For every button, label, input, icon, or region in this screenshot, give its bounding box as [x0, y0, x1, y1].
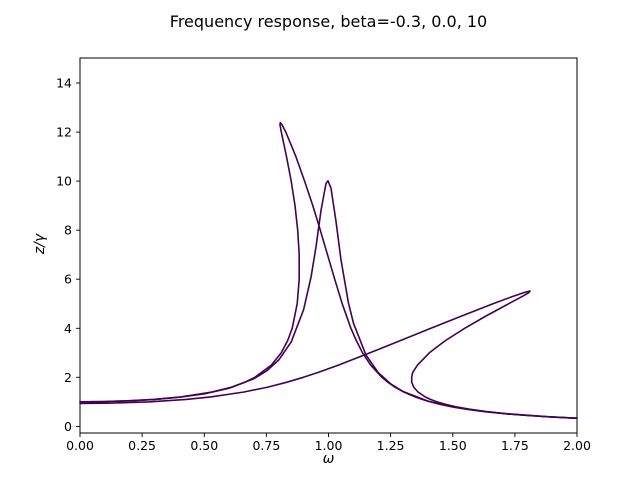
- y-tick-label: 4: [64, 321, 72, 336]
- y-tick-label: 0: [64, 419, 72, 434]
- axes: 0.00 0.25 0.50 0.75 1.00 1.25 1.50 1.75 2.00 0 2 4 6…: [56, 76, 591, 454]
- x-tick-label: 1.00: [315, 438, 343, 453]
- x-tick-label: 1.25: [377, 438, 405, 453]
- x-axis-label: ω: [322, 451, 335, 467]
- curve-beta=0.0: [79, 180, 578, 419]
- x-tick-label: 0.75: [252, 438, 280, 453]
- chart-title: Frequency response, beta=-0.3, 0.0, 10: [169, 12, 488, 31]
- y-tick-label: 6: [64, 272, 72, 287]
- x-tick-label: 1.50: [439, 438, 467, 453]
- y-tick-label: 2: [64, 370, 72, 385]
- curve-beta=10: [79, 290, 578, 419]
- plot-frame: [79, 57, 578, 434]
- x-tick-label: 0.00: [66, 438, 94, 453]
- y-tick-label: 12: [56, 125, 72, 140]
- curve-beta=-0.3: [79, 121, 578, 419]
- x-tick-label: 0.25: [128, 438, 156, 453]
- curves: [79, 121, 578, 419]
- x-tick-label: 2.00: [563, 438, 591, 453]
- x-tick-label: 1.75: [501, 438, 529, 453]
- y-axis-label: z/γ: [32, 233, 48, 255]
- y-tick-label: 8: [64, 223, 72, 238]
- x-tick-label: 0.50: [190, 438, 218, 453]
- y-tick-label: 10: [56, 174, 72, 189]
- y-tick-label: 14: [56, 76, 72, 91]
